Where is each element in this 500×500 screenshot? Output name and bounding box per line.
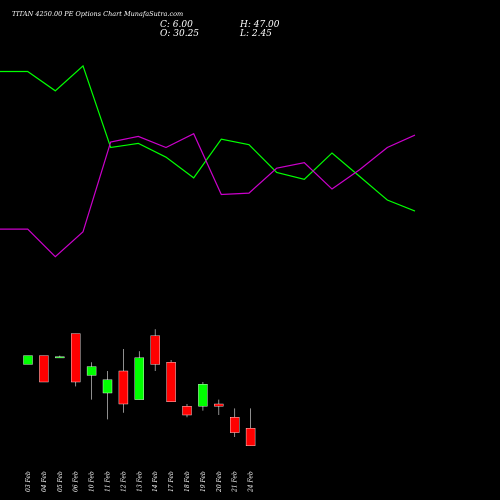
x-tick-label: 04 Feb [41, 471, 48, 492]
candle [134, 351, 145, 400]
candle-body [182, 406, 192, 416]
candle-body [39, 355, 49, 383]
candle [150, 329, 160, 371]
candle-body [86, 366, 97, 376]
candle-body [229, 417, 240, 433]
candle [70, 333, 81, 387]
indicator-lines [0, 64, 416, 258]
candlestick-series [23, 329, 256, 447]
x-tick-label: 18 Feb [184, 471, 191, 492]
x-tick-label: 03 Feb [25, 471, 32, 492]
indicator-line-1 [0, 64, 416, 212]
low-label: L: 2.45 [239, 29, 272, 39]
candle-body [245, 428, 256, 447]
candle-body [118, 370, 129, 405]
candle-body [150, 335, 160, 365]
candle [166, 360, 176, 403]
candle [245, 408, 256, 447]
x-tick-label: 13 Feb [136, 471, 143, 492]
candle-body [166, 362, 176, 403]
close-label: C: 6.00 [160, 20, 193, 30]
candle [39, 355, 49, 383]
chart-title: TITAN 4250.00 PE Options Chart MunafaSut… [12, 10, 183, 18]
x-tick-label: 05 Feb [57, 471, 64, 492]
candle-body [23, 355, 33, 365]
candle [86, 362, 97, 400]
candle [55, 355, 65, 359]
high-label: H: 47.00 [239, 20, 280, 30]
candle [229, 408, 240, 437]
candle-body [70, 333, 81, 383]
x-tick-label: 20 Feb [216, 471, 223, 493]
candle [102, 371, 113, 420]
open-label: O: 30.25 [160, 29, 199, 39]
candle [214, 399, 224, 415]
x-tick-label: 17 Feb [168, 471, 175, 492]
x-tick-label: 19 Feb [200, 471, 207, 492]
x-axis-labels: 03 Feb 04 Feb 05 Feb 06 Feb 10 Feb 11 Feb 12 F… [25, 471, 255, 493]
candle-body [134, 357, 145, 400]
candle-body [198, 384, 208, 407]
x-tick-label: 06 Feb [73, 471, 80, 492]
x-tick-label: 10 Feb [89, 471, 96, 492]
x-tick-label: 11 Feb [105, 471, 112, 492]
x-tick-label: 12 Feb [120, 471, 127, 492]
candle [198, 382, 208, 411]
candle [182, 404, 192, 418]
x-tick-label: 21 Feb [232, 471, 239, 493]
candle [23, 355, 33, 365]
candle-body [55, 356, 65, 359]
candle-body [214, 403, 224, 407]
x-tick-label: 14 Feb [152, 471, 159, 492]
x-tick-label: 24 Feb [248, 471, 255, 493]
candle [118, 349, 129, 413]
candle-body [102, 379, 113, 394]
indicator-line-2 [0, 132, 416, 258]
